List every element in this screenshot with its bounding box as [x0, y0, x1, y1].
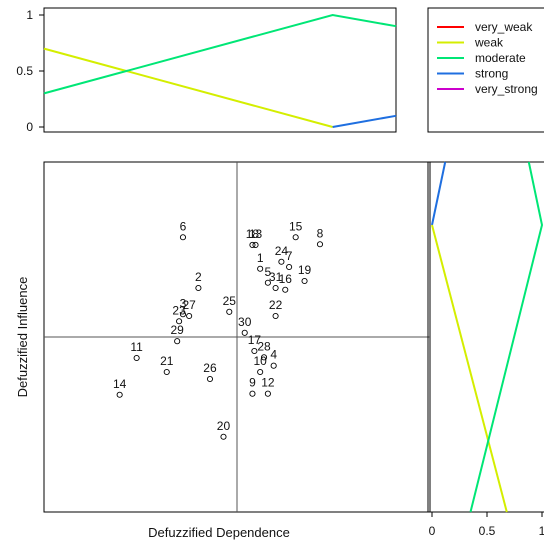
right-x-tick-label: 0 — [429, 524, 436, 538]
scatter-point-28 — [260, 354, 268, 361]
legend-label-moderate: moderate — [475, 51, 526, 65]
legend-label-very_strong: very_strong — [475, 82, 538, 96]
scatter-point-label-8: 8 — [317, 226, 324, 240]
scatter-point-label-2: 2 — [195, 270, 202, 284]
scatter-point-label-24: 24 — [275, 244, 289, 258]
scatter-point-label-10: 10 — [253, 354, 267, 368]
scatter-point-label-1: 1 — [257, 251, 264, 265]
scatter-point-5 — [264, 279, 271, 286]
scatter-point-27 — [186, 312, 193, 320]
top-series-lines — [43, 13, 397, 128]
legend-label-strong: strong — [475, 67, 508, 81]
right-x-axis: 0 0.5 1 — [429, 512, 544, 538]
scatter-point-24 — [278, 258, 285, 265]
scatter-points: 1234567891011121314151617181920212223242… — [113, 219, 324, 440]
scatter-point-label-7: 7 — [286, 249, 293, 263]
scatter-point-label-4: 4 — [270, 348, 277, 362]
scatter-point-9 — [249, 390, 256, 397]
top-y-axis: 00.51 — [16, 8, 44, 134]
right-x-tick-label: 1 — [539, 524, 544, 538]
scatter-point-label-20: 20 — [217, 419, 231, 433]
top-membership-panel: 00.51 — [16, 7, 397, 134]
scatter-point-30 — [241, 329, 248, 336]
scatter-point-18 — [249, 241, 256, 248]
scatter-point-16 — [282, 286, 289, 293]
scatter-point-20 — [220, 433, 227, 440]
scatter-point-label-26: 26 — [203, 361, 217, 375]
scatter-point-7 — [286, 263, 293, 271]
scatter-point-23 — [176, 318, 183, 325]
x-axis-label: Defuzzified Dependence — [148, 525, 290, 540]
scatter-point-label-21: 21 — [160, 354, 174, 368]
scatter-point-label-29: 29 — [170, 323, 184, 337]
top-y-tick-label: 0 — [26, 120, 33, 134]
scatter-point-22 — [272, 312, 279, 320]
right-x-tick-label: 0.5 — [479, 524, 496, 538]
scatter-point-label-9: 9 — [249, 376, 256, 390]
scatter-point-label-22: 22 — [269, 298, 283, 312]
scatter-point-29 — [174, 338, 181, 345]
top-series-weak — [43, 47, 333, 128]
right-panel-frame — [427, 161, 544, 513]
right-series-lines — [431, 161, 544, 513]
scatter-point-label-17: 17 — [248, 333, 262, 347]
scatter-point-label-23: 23 — [172, 303, 186, 317]
scatter-point-label-28: 28 — [257, 339, 271, 353]
scatter-point-17 — [251, 347, 258, 355]
scatter-point-2 — [195, 284, 202, 292]
scatter-point-4 — [270, 362, 277, 369]
scatter-point-15 — [292, 234, 299, 241]
legend-label-weak: weak — [474, 36, 504, 50]
scatter-point-label-12: 12 — [261, 376, 275, 390]
scatter-point-label-5: 5 — [265, 265, 272, 279]
right-series-strong — [431, 161, 447, 226]
top-series-moderate — [43, 13, 397, 95]
scatter-point-25 — [226, 308, 233, 315]
scatter-point-label-18: 18 — [246, 227, 260, 241]
scatter-point-label-16: 16 — [279, 272, 293, 286]
scatter-point-8 — [316, 241, 324, 248]
scatter-point-label-11: 11 — [130, 340, 143, 354]
top-y-tick-label: 0.5 — [16, 64, 33, 78]
scatter-point-label-27: 27 — [182, 298, 196, 312]
right-series-weak — [431, 224, 508, 513]
scatter-point-label-6: 6 — [180, 219, 187, 233]
right-membership-panel: 0 0.5 1 — [427, 161, 544, 538]
scatter-point-label-19: 19 — [298, 263, 312, 277]
scatter-point-21 — [163, 368, 170, 376]
y-axis-label: Defuzzified Influence — [15, 277, 30, 398]
scatter-point-31 — [272, 284, 279, 292]
scatter-point-label-31: 31 — [269, 270, 283, 284]
scatter-point-6 — [179, 234, 187, 241]
scatter-point-11 — [133, 354, 140, 362]
scatter-point-label-15: 15 — [289, 219, 303, 233]
scatter-point-label-30: 30 — [238, 315, 252, 329]
scatter-point-label-14: 14 — [113, 377, 127, 391]
scatter-panel: 1234567891011121314151617181920212223242… — [15, 161, 431, 540]
scatter-point-14 — [116, 391, 123, 398]
scatter-point-label-25: 25 — [223, 294, 237, 308]
legend-label-very_weak: very_weak — [475, 20, 533, 34]
scatter-point-1 — [257, 265, 264, 272]
top-y-tick-label: 1 — [26, 8, 33, 22]
scatter-point-13 — [252, 241, 259, 248]
legend-frame — [427, 7, 544, 133]
right-series-moderate — [469, 161, 544, 513]
scatter-point-12 — [264, 390, 271, 397]
top-panel-frame — [43, 7, 397, 133]
scatter-point-26 — [206, 375, 214, 383]
scatter-point-19 — [301, 277, 308, 285]
top-series-strong — [332, 114, 397, 128]
scatter-point-label-3: 3 — [180, 296, 187, 310]
scatter-point-label-13: 13 — [249, 227, 263, 241]
scatter-point-10 — [257, 368, 264, 376]
scatter-point-3 — [179, 311, 187, 318]
